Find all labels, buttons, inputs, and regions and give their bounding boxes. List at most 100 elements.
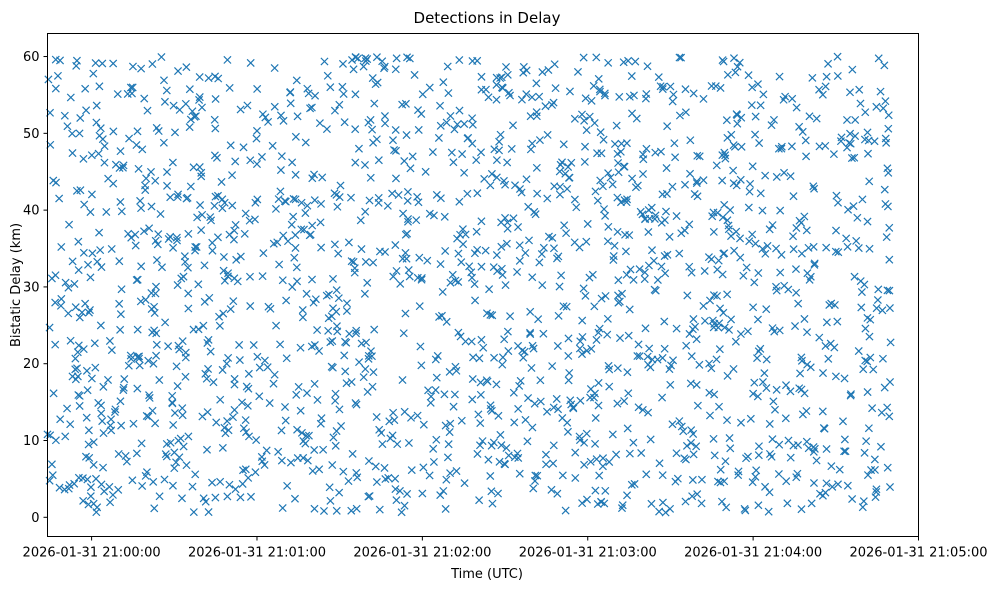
data-point [802, 226, 811, 235]
data-point [809, 242, 818, 251]
data-point [658, 353, 667, 362]
data-point [220, 198, 229, 207]
data-point [442, 118, 451, 127]
data-point [225, 480, 234, 489]
data-point [64, 484, 73, 493]
data-point [802, 437, 811, 446]
data-point [529, 344, 538, 353]
data-point [485, 285, 494, 294]
data-point [279, 116, 288, 125]
data-point [328, 274, 338, 283]
data-point [797, 385, 806, 394]
data-point [569, 404, 578, 413]
data-point [847, 154, 856, 163]
data-point [349, 65, 358, 74]
data-point [82, 106, 91, 115]
data-point [718, 270, 727, 279]
data-point [710, 451, 719, 460]
data-point [687, 426, 696, 435]
data-point [596, 176, 605, 185]
data-point [846, 129, 855, 138]
data-point [468, 374, 477, 384]
data-point [93, 257, 102, 266]
data-point [515, 256, 524, 265]
data-point [231, 157, 240, 166]
data-point [83, 386, 92, 395]
data-point [831, 226, 841, 235]
data-point [492, 156, 501, 165]
data-point [225, 83, 234, 92]
data-point [389, 272, 398, 281]
data-point [208, 478, 217, 487]
data-point [208, 238, 217, 247]
data-point [91, 363, 100, 372]
data-point [288, 158, 297, 167]
data-point [734, 467, 743, 476]
data-point [564, 162, 573, 171]
data-point [863, 471, 872, 480]
data-point [542, 460, 551, 469]
data-point [139, 227, 149, 236]
data-point [557, 271, 566, 280]
data-point [528, 341, 537, 350]
data-point [861, 324, 870, 333]
data-point [756, 101, 765, 110]
data-point [857, 303, 866, 312]
data-point [846, 390, 855, 399]
data-point [792, 473, 801, 482]
data-point [663, 250, 672, 259]
data-point [391, 146, 400, 155]
data-point [298, 305, 307, 315]
data-point [497, 73, 506, 82]
data-point [246, 302, 255, 311]
data-point [72, 56, 81, 65]
data-point [845, 88, 855, 97]
data-point [595, 471, 604, 480]
data-point [172, 362, 181, 371]
data-point [134, 164, 143, 173]
data-point [878, 354, 887, 363]
data-point [364, 351, 373, 360]
data-point [777, 144, 786, 153]
data-point [544, 65, 553, 75]
data-point [828, 482, 837, 491]
data-point [410, 70, 419, 79]
data-point [425, 83, 434, 92]
data-point [883, 286, 892, 295]
data-point [524, 394, 533, 403]
data-point [403, 53, 412, 62]
data-point [834, 248, 843, 257]
data-point [697, 475, 706, 484]
data-point [660, 344, 669, 353]
data-point [653, 355, 662, 364]
data-point [291, 231, 300, 240]
data-point [827, 299, 836, 308]
data-point [127, 89, 136, 98]
data-point [578, 499, 587, 508]
data-point [509, 388, 518, 397]
data-point [71, 354, 80, 363]
data-point [351, 90, 360, 99]
data-point [230, 405, 239, 414]
data-point [762, 384, 771, 393]
data-point [425, 471, 434, 480]
data-point [858, 195, 867, 204]
data-point [82, 366, 91, 375]
data-point [444, 440, 453, 449]
data-point [657, 262, 666, 271]
data-point [806, 272, 815, 281]
data-point [116, 197, 125, 207]
data-point [124, 361, 133, 370]
data-point [361, 365, 370, 374]
data-point [509, 214, 518, 223]
data-point [736, 329, 745, 339]
data-point [443, 62, 452, 71]
data-point [639, 155, 648, 164]
data-point [603, 237, 612, 246]
data-point [876, 442, 885, 451]
data-point [230, 374, 239, 383]
data-point [640, 215, 650, 224]
data-point [326, 338, 335, 347]
data-point [328, 460, 337, 470]
data-point [541, 450, 550, 459]
